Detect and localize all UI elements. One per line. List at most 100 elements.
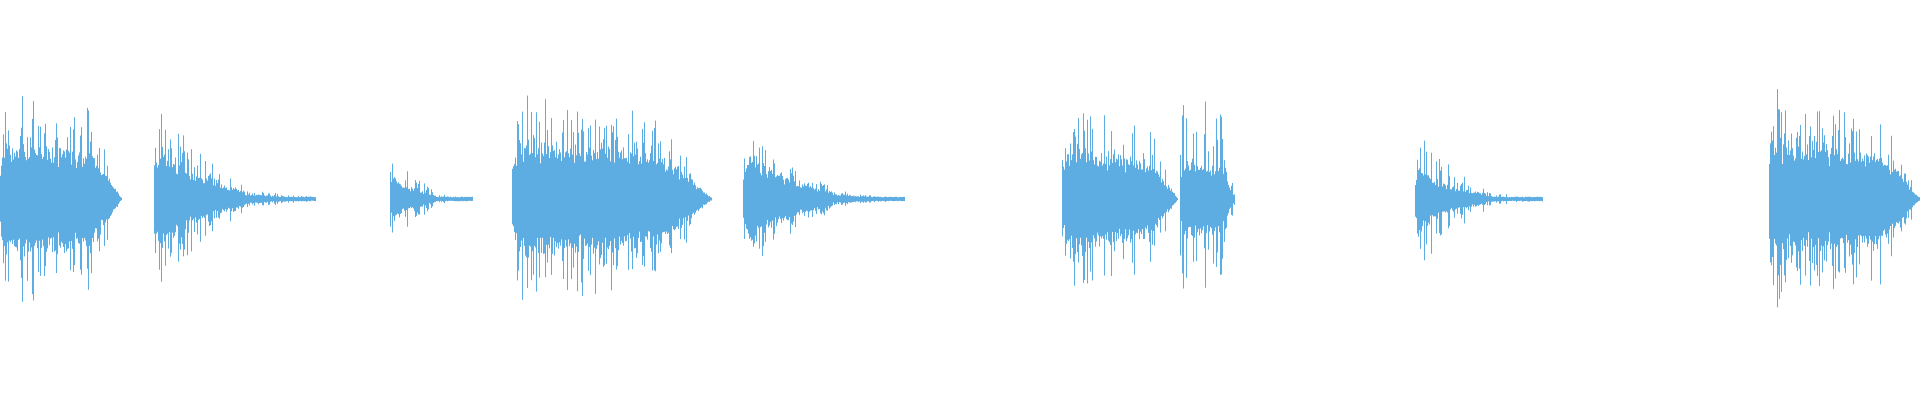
waveform-sample	[573, 132, 574, 268]
waveform-sample	[841, 193, 842, 205]
waveform-sample	[270, 195, 271, 202]
waveform-sample	[61, 157, 62, 242]
audio-clip[interactable]	[1769, 89, 1920, 308]
waveform-sample	[440, 197, 441, 201]
waveform-sample	[547, 130, 548, 263]
audio-clip[interactable]	[512, 95, 712, 300]
waveform-sample	[177, 174, 178, 227]
waveform-sample	[705, 194, 706, 205]
waveform-sample	[642, 128, 643, 265]
audio-clip[interactable]	[0, 96, 122, 302]
waveform-sample	[530, 153, 531, 247]
waveform-sample	[424, 183, 425, 215]
waveform-sample	[402, 187, 403, 209]
waveform-sample	[763, 163, 764, 247]
waveform-sample	[470, 197, 471, 201]
waveform-sample	[255, 195, 256, 203]
waveform-sample	[697, 187, 698, 210]
audio-clip[interactable]	[743, 140, 905, 257]
audio-clip[interactable]	[1415, 140, 1543, 261]
waveform-sample	[848, 196, 849, 202]
waveform-sample	[1120, 155, 1121, 237]
waveform-sample	[1461, 184, 1462, 219]
waveform-sample	[831, 191, 832, 207]
waveform-sample	[534, 137, 535, 246]
audio-clip[interactable]	[1062, 113, 1178, 286]
waveform-sample	[518, 124, 519, 271]
waveform-sample	[77, 162, 78, 239]
waveform-sample	[1158, 174, 1159, 218]
waveform-sample	[1090, 116, 1091, 272]
waveform-sample	[417, 187, 418, 213]
waveform-sample	[694, 182, 695, 215]
waveform-sample	[1225, 167, 1226, 230]
waveform-sample	[449, 197, 450, 201]
waveform-sample	[1507, 197, 1508, 201]
waveform-sample	[1907, 184, 1908, 212]
waveform-sample	[412, 188, 413, 208]
waveform-sample	[10, 154, 11, 243]
waveform-sample	[1772, 140, 1773, 257]
audio-clip[interactable]	[1180, 101, 1235, 289]
waveform-sample	[1846, 164, 1847, 235]
waveform-sample	[867, 196, 868, 202]
waveform-sample	[1775, 147, 1776, 244]
waveform-sample	[180, 146, 181, 250]
waveform-sample	[543, 155, 544, 254]
waveform-sample	[200, 153, 201, 242]
waveform-sample	[436, 197, 437, 201]
waveform-sample	[1076, 162, 1077, 239]
waveform-sample	[698, 188, 699, 212]
waveform-sample	[1883, 165, 1884, 231]
waveform-sample	[184, 151, 185, 250]
waveform-sample	[658, 143, 659, 254]
waveform-sample	[903, 196, 904, 201]
waveform-sample	[1133, 165, 1134, 231]
waveform-sample	[111, 185, 112, 215]
waveform-sample	[875, 196, 876, 202]
waveform-sample	[1899, 176, 1900, 222]
waveform-sample	[1229, 187, 1230, 210]
waveform-sample	[167, 160, 168, 234]
waveform-sample	[1504, 197, 1505, 201]
waveform-sample	[1494, 196, 1495, 202]
waveform-sample	[1793, 155, 1794, 242]
waveform-sample	[1065, 148, 1066, 256]
waveform-sample	[1204, 134, 1205, 249]
waveform-sample	[863, 195, 864, 203]
waveform-sample	[898, 197, 899, 201]
waveform-sample	[286, 197, 287, 202]
waveform-sample	[1214, 174, 1215, 231]
waveform-sample	[1908, 180, 1909, 218]
waveform-sample	[306, 196, 307, 202]
audio-clip[interactable]	[154, 113, 316, 282]
waveform-sample	[791, 173, 792, 224]
waveform-sample	[1219, 167, 1220, 233]
waveform-sample	[1097, 165, 1098, 233]
waveform-sample	[900, 197, 901, 201]
waveform-sample	[746, 168, 747, 229]
waveform-sample	[646, 161, 647, 237]
waveform-sample	[163, 156, 164, 234]
waveform-sample	[861, 196, 862, 202]
waveform-sample	[888, 197, 889, 202]
waveform-sample	[413, 190, 414, 209]
waveform-sample	[1852, 131, 1853, 265]
waveform-sample	[859, 197, 860, 202]
audio-clip[interactable]	[390, 163, 473, 233]
waveform-sample	[515, 157, 516, 240]
waveform-sample	[632, 110, 633, 270]
waveform-sample	[264, 195, 265, 203]
waveform-sample	[1910, 186, 1911, 210]
waveform-sample	[195, 180, 196, 218]
waveform-sample	[391, 181, 392, 213]
waveform-sample	[1867, 155, 1868, 247]
waveform-sample	[581, 129, 582, 283]
waveform-sample	[160, 158, 161, 244]
waveform-sample	[1882, 162, 1883, 236]
waveform-sample	[261, 195, 262, 203]
waveform-sample	[627, 161, 628, 236]
waveform-sample	[49, 151, 50, 245]
waveform-sample	[282, 195, 283, 203]
